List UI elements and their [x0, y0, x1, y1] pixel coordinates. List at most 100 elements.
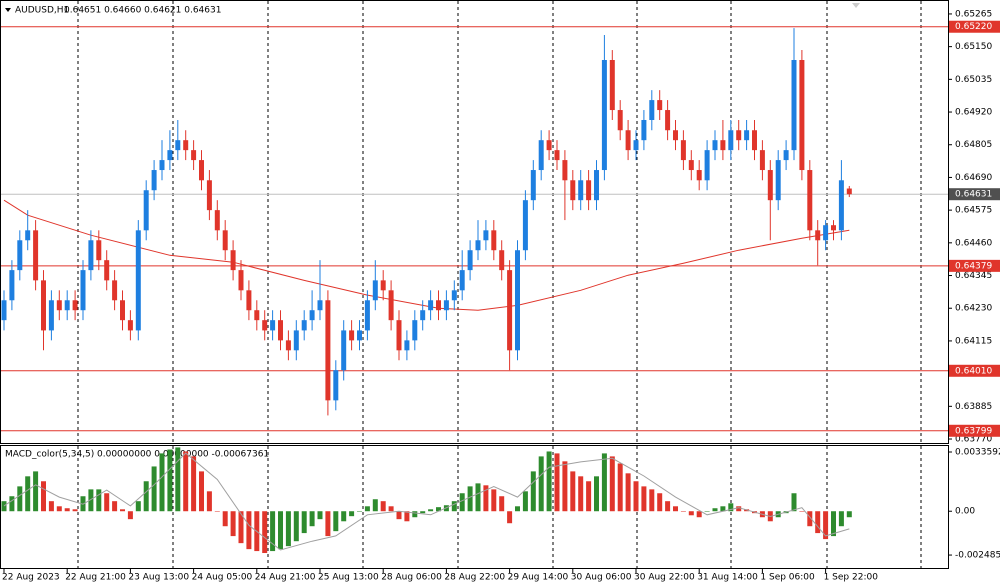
- candle-body: [175, 140, 181, 151]
- histogram-bar: [9, 496, 15, 512]
- candle-body: [199, 160, 204, 181]
- candle-body: [96, 240, 102, 261]
- histogram-bar: [791, 493, 797, 512]
- candle-body: [483, 230, 489, 241]
- candle-body: [688, 160, 694, 171]
- histogram-bar: [357, 511, 362, 512]
- y-tick-label: 0.0033592: [955, 448, 1000, 458]
- y-tick-label: 0.64345: [955, 271, 992, 281]
- candle-body: [562, 160, 568, 181]
- candle-body: [530, 170, 536, 201]
- histogram-bar: [483, 485, 489, 512]
- histogram-bar: [736, 506, 742, 512]
- candle-body: [254, 310, 260, 321]
- candle-body: [673, 130, 678, 141]
- x-tick-label: 28 Aug 22:00: [444, 573, 505, 583]
- candle-body: [601, 60, 607, 171]
- candle-body: [712, 140, 718, 151]
- histogram-bar: [372, 499, 378, 512]
- histogram-bar: [301, 511, 307, 534]
- histogram-bar: [285, 511, 291, 547]
- histogram-bar: [538, 456, 544, 512]
- price-title: AUDUSD,H1: [15, 6, 69, 16]
- histogram-bar: [199, 471, 204, 512]
- moving-average: [3, 199, 850, 311]
- histogram-bar: [451, 501, 457, 512]
- histogram-bar: [96, 489, 102, 512]
- candle-body: [357, 330, 362, 341]
- candle-body: [767, 170, 773, 201]
- x-tick-label: 25 Aug 13:00: [318, 573, 379, 583]
- histogram-bar: [704, 511, 710, 512]
- histogram-bar: [467, 486, 473, 512]
- price-panel-frame: [0, 0, 949, 444]
- candle-body: [728, 130, 734, 151]
- histogram-bar: [799, 511, 805, 512]
- histogram-bar: [56, 506, 62, 512]
- candle-body: [696, 170, 702, 181]
- y-tick-label: 0.64920: [955, 108, 992, 118]
- histogram-bar: [807, 511, 813, 527]
- candle-body: [799, 60, 805, 171]
- histogram-bar: [104, 493, 110, 512]
- histogram-bar: [546, 451, 552, 512]
- candle-body: [823, 225, 829, 241]
- histogram-bar: [214, 511, 220, 512]
- x-tick-label: 31 Aug 14:00: [697, 573, 758, 583]
- candle-body: [270, 320, 276, 331]
- histogram-bar: [499, 496, 505, 512]
- candle-body: [301, 320, 307, 331]
- histogram-bar: [230, 511, 236, 537]
- histogram-bar: [159, 453, 165, 512]
- histogram-bar: [349, 511, 355, 517]
- histogram-bar: [586, 481, 592, 512]
- collapse-arrow[interactable]: [5, 8, 11, 12]
- histogram-bar: [206, 491, 212, 512]
- candle-body: [720, 140, 726, 151]
- histogram-bar: [412, 511, 418, 518]
- histogram-bar: [838, 511, 844, 527]
- histogram-bar: [380, 501, 386, 512]
- histogram-bar: [48, 501, 54, 512]
- candle-body: [459, 270, 465, 291]
- scroll-marker: [852, 3, 860, 8]
- candle-body: [1, 300, 7, 321]
- macd-panel-frame: [0, 445, 949, 569]
- histogram-bar: [64, 508, 70, 512]
- candle-body: [80, 270, 86, 311]
- histogram-bar: [33, 471, 39, 512]
- level-label: 0.63799: [955, 426, 992, 436]
- histogram-bar: [309, 511, 315, 527]
- candle-body: [609, 60, 615, 111]
- candle-body: [41, 280, 46, 331]
- histogram-bar: [665, 501, 671, 512]
- candle-body: [522, 200, 528, 251]
- candle-body: [680, 140, 686, 161]
- histogram-bar: [633, 481, 639, 512]
- histogram-bar: [491, 489, 497, 512]
- candle-body: [333, 370, 339, 401]
- candle-body: [396, 320, 402, 351]
- candle-body: [752, 130, 757, 151]
- level-label-box: [949, 20, 1000, 33]
- candle-body: [846, 188, 852, 195]
- candle-body: [349, 330, 355, 341]
- candle-body: [56, 300, 62, 311]
- y-tick-label: 0.65150: [955, 42, 992, 52]
- candle-body: [704, 150, 710, 181]
- candle-body: [617, 110, 623, 131]
- histogram-bar: [507, 511, 513, 524]
- histogram-bar: [341, 511, 347, 522]
- candle-body: [736, 130, 742, 141]
- candle-body: [815, 230, 821, 241]
- histogram-bar: [72, 509, 78, 512]
- candle-body: [657, 100, 663, 111]
- x-tick-label: 29 Aug 14:00: [508, 573, 569, 583]
- histogram-bar: [625, 473, 631, 512]
- candle-body: [262, 320, 268, 331]
- histogram-bar: [609, 456, 615, 512]
- level-label: 0.64010: [955, 366, 992, 376]
- y-tick-label: 0.64805: [955, 140, 992, 150]
- candle-body: [309, 310, 315, 321]
- histogram-bar: [459, 493, 465, 512]
